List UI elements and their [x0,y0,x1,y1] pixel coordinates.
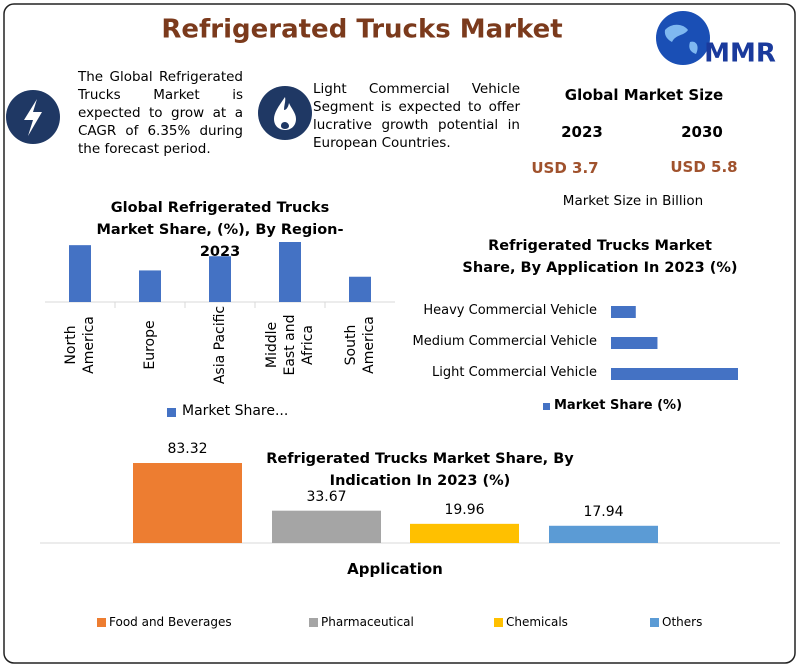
legend-label: Chemicals [506,615,568,629]
x-axis-label: Application [347,560,443,578]
chart-title: Refrigerated Trucks Market Share, By Ind… [266,451,574,489]
bar [139,270,161,302]
size-value: USD 5.8 [670,158,738,176]
note: Light Commercial Vehicle Segment is expe… [313,81,520,151]
legend-swatch [650,618,659,627]
x-tick-label: Middle East and Africa [264,314,316,376]
x-tick-label: North America [63,316,97,374]
logo-text: MMR [704,39,776,69]
legend-label: Others [662,615,703,629]
bar [349,276,371,302]
legend-swatch [494,618,503,627]
legend-swatch [543,403,550,410]
bar [611,368,738,380]
logo-land [664,24,698,54]
bar [133,463,242,543]
bar [611,337,658,349]
y-tick-label: Light Commercial Vehicle [432,365,597,380]
legend-label: Food and Beverages [109,615,232,629]
size-unit: Market Size in Billion [562,193,704,209]
value-label: 83.32 [167,441,208,457]
bar [69,245,91,302]
bar [279,242,301,302]
legend-label: Market Share (%) [554,398,683,413]
bar [611,306,636,318]
chart-title: Global Refrigerated Trucks Market Share,… [96,200,344,260]
y-tick-label: Medium Commercial Vehicle [412,334,598,349]
note: The Global Refrigerated Trucks Market is… [78,69,243,157]
year: 2023 [561,123,603,141]
x-tick-label: Europe [142,320,158,370]
legend-swatch [309,618,318,627]
legend-swatch [167,408,176,417]
icon-bolt-shape [24,99,42,136]
page-title: Refrigerated Trucks Market [161,15,562,45]
value-label: 19.96 [444,501,485,518]
market-size-title: Global Market Size [564,86,724,104]
bar [549,525,658,543]
value-label: 17.94 [583,503,624,520]
logo-globe [656,11,710,65]
icon-flame-shape [274,97,296,130]
x-tick-label: South America [343,316,377,374]
chart-title: Refrigerated Trucks Market Share, By App… [462,238,738,276]
legend-label: Market Share... [182,403,289,419]
legend-swatch [97,618,106,627]
bar [272,510,381,543]
y-tick-label: Heavy Commercial Vehicle [423,303,597,318]
bar [410,523,519,543]
size-value: USD 3.7 [531,159,599,177]
legend-label: Pharmaceutical [321,615,414,629]
frame [3,3,796,664]
year: 2030 [681,123,723,141]
x-tick-label: Asia Pacific [212,305,228,385]
bar [209,256,231,302]
value-label: 33.67 [306,488,347,505]
